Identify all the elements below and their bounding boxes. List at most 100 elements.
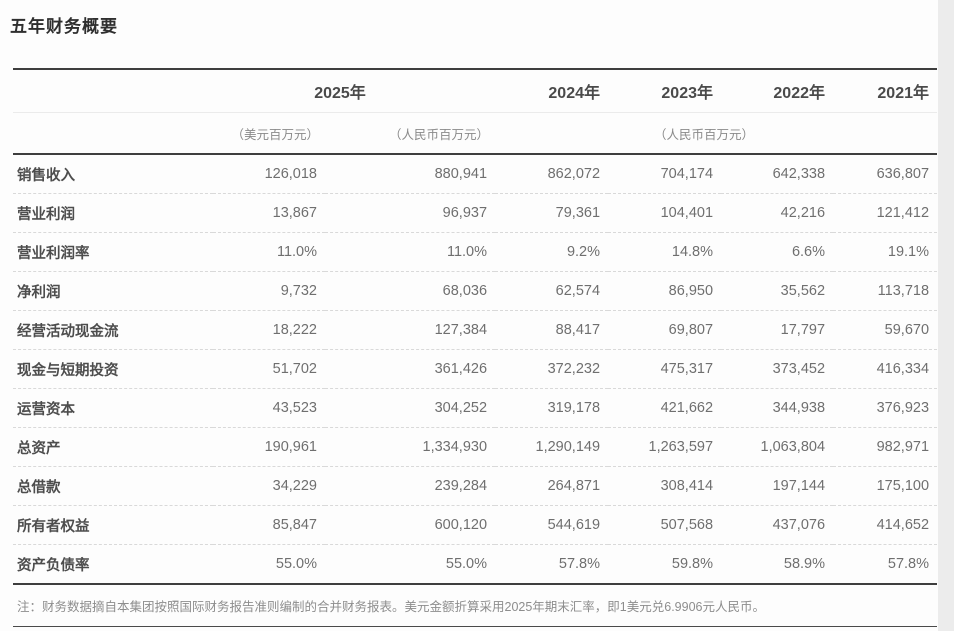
row-label: 现金与短期投资 <box>13 349 213 389</box>
row-label: 销售收入 <box>13 154 213 194</box>
table-row: 运营资本 43,523 304,252 319,178 421,662 344,… <box>13 388 938 428</box>
cell-2023: 1,263,597 <box>608 427 722 467</box>
page-title: 五年财务概要 <box>10 17 118 36</box>
year-header-2025: 2025年 <box>213 69 496 113</box>
cell-2025-usd: 55.0% <box>213 544 325 585</box>
unit-header-rmb: （人民币百万元） <box>495 112 938 155</box>
cell-2024: 88,417 <box>495 310 609 350</box>
cell-2023: 507,568 <box>608 505 722 545</box>
cell-2025-rmb: 239,284 <box>325 466 496 506</box>
cell-2025-usd: 43,523 <box>213 388 325 428</box>
cell-2024: 79,361 <box>495 193 609 233</box>
cell-2023: 69,807 <box>608 310 722 350</box>
cell-2025-rmb: 361,426 <box>325 349 496 389</box>
cell-2025-usd: 34,229 <box>213 466 325 506</box>
cell-2021: 57.8% <box>833 544 938 585</box>
cell-2022: 437,076 <box>721 505 834 545</box>
year-header-2023: 2023年 <box>608 69 722 113</box>
cell-2023: 86,950 <box>608 271 722 311</box>
row-label: 营业利润率 <box>13 232 213 272</box>
cell-2022: 197,144 <box>721 466 834 506</box>
row-label: 资产负债率 <box>13 544 213 585</box>
cell-2025-rmb: 96,937 <box>325 193 496 233</box>
table-header: 2025年 2024年 2023年 2022年 2021年 （美元百万元） （人… <box>13 69 938 155</box>
cell-2022: 6.6% <box>721 232 834 272</box>
cell-2024: 372,232 <box>495 349 609 389</box>
cell-2021: 59,670 <box>833 310 938 350</box>
cell-2025-rmb: 11.0% <box>325 232 496 272</box>
cell-2022: 1,063,804 <box>721 427 834 467</box>
unit-corner-cell <box>13 112 213 155</box>
table-row: 营业利润率 11.0% 11.0% 9.2% 14.8% 6.6% 19.1% <box>13 232 938 272</box>
cell-2021: 982,971 <box>833 427 938 467</box>
cell-2021: 416,334 <box>833 349 938 389</box>
table-body: 销售收入 126,018 880,941 862,072 704,174 642… <box>13 154 938 585</box>
unit-header-rmb-2025: （人民币百万元） <box>325 112 496 155</box>
cell-2025-usd: 126,018 <box>213 154 325 194</box>
cell-2024: 544,619 <box>495 505 609 545</box>
table-row: 总借款 34,229 239,284 264,871 308,414 197,1… <box>13 466 938 506</box>
cell-2025-usd: 9,732 <box>213 271 325 311</box>
year-header-2022: 2022年 <box>721 69 834 113</box>
cell-2025-rmb: 304,252 <box>325 388 496 428</box>
row-label: 净利润 <box>13 271 213 311</box>
year-header-row: 2025年 2024年 2023年 2022年 2021年 <box>13 69 938 113</box>
cell-2022: 58.9% <box>721 544 834 585</box>
cell-2022: 344,938 <box>721 388 834 428</box>
cell-2022: 35,562 <box>721 271 834 311</box>
unit-header-usd: （美元百万元） <box>213 112 325 155</box>
cell-2025-usd: 85,847 <box>213 505 325 545</box>
row-label: 经营活动现金流 <box>13 310 213 350</box>
cell-2022: 373,452 <box>721 349 834 389</box>
cell-2025-usd: 51,702 <box>213 349 325 389</box>
cell-2021: 175,100 <box>833 466 938 506</box>
cell-2024: 1,290,149 <box>495 427 609 467</box>
cell-2025-usd: 190,961 <box>213 427 325 467</box>
cell-2025-rmb: 600,120 <box>325 505 496 545</box>
table-row: 营业利润 13,867 96,937 79,361 104,401 42,216… <box>13 193 938 233</box>
cell-2021: 121,412 <box>833 193 938 233</box>
header-corner-cell <box>13 69 213 113</box>
cell-2023: 704,174 <box>608 154 722 194</box>
financial-table: 2025年 2024年 2023年 2022年 2021年 （美元百万元） （人… <box>13 68 938 585</box>
cell-2024: 319,178 <box>495 388 609 428</box>
footnote: 注：财务数据摘自本集团按照国际财务报告准则编制的合并财务报表。美元金额折算采用2… <box>13 585 937 627</box>
cell-2025-usd: 13,867 <box>213 193 325 233</box>
table-row: 净利润 9,732 68,036 62,574 86,950 35,562 11… <box>13 271 938 311</box>
cell-2025-rmb: 68,036 <box>325 271 496 311</box>
year-header-2021: 2021年 <box>833 69 938 113</box>
unit-header-row: （美元百万元） （人民币百万元） （人民币百万元） <box>13 112 938 155</box>
cell-2024: 862,072 <box>495 154 609 194</box>
cell-2024: 264,871 <box>495 466 609 506</box>
table-row: 销售收入 126,018 880,941 862,072 704,174 642… <box>13 154 938 194</box>
cell-2022: 42,216 <box>721 193 834 233</box>
cell-2025-rmb: 880,941 <box>325 154 496 194</box>
table-row: 资产负债率 55.0% 55.0% 57.8% 59.8% 58.9% 57.8… <box>13 544 938 585</box>
row-label: 运营资本 <box>13 388 213 428</box>
row-label: 所有者权益 <box>13 505 213 545</box>
cell-2022: 17,797 <box>721 310 834 350</box>
cell-2024: 57.8% <box>495 544 609 585</box>
cell-2021: 636,807 <box>833 154 938 194</box>
cell-2021: 376,923 <box>833 388 938 428</box>
year-header-2024: 2024年 <box>495 69 609 113</box>
cell-2025-rmb: 127,384 <box>325 310 496 350</box>
cell-2024: 9.2% <box>495 232 609 272</box>
row-label: 总资产 <box>13 427 213 467</box>
row-label: 营业利润 <box>13 193 213 233</box>
cell-2025-usd: 11.0% <box>213 232 325 272</box>
table-row: 总资产 190,961 1,334,930 1,290,149 1,263,59… <box>13 427 938 467</box>
cell-2025-rmb: 55.0% <box>325 544 496 585</box>
cell-2024: 62,574 <box>495 271 609 311</box>
table-row: 经营活动现金流 18,222 127,384 88,417 69,807 17,… <box>13 310 938 350</box>
cell-2025-rmb: 1,334,930 <box>325 427 496 467</box>
cell-2021: 19.1% <box>833 232 938 272</box>
cell-2021: 414,652 <box>833 505 938 545</box>
row-label: 总借款 <box>13 466 213 506</box>
cell-2023: 308,414 <box>608 466 722 506</box>
table-row: 现金与短期投资 51,702 361,426 372,232 475,317 3… <box>13 349 938 389</box>
cell-2023: 104,401 <box>608 193 722 233</box>
cell-2023: 14.8% <box>608 232 722 272</box>
cell-2023: 421,662 <box>608 388 722 428</box>
